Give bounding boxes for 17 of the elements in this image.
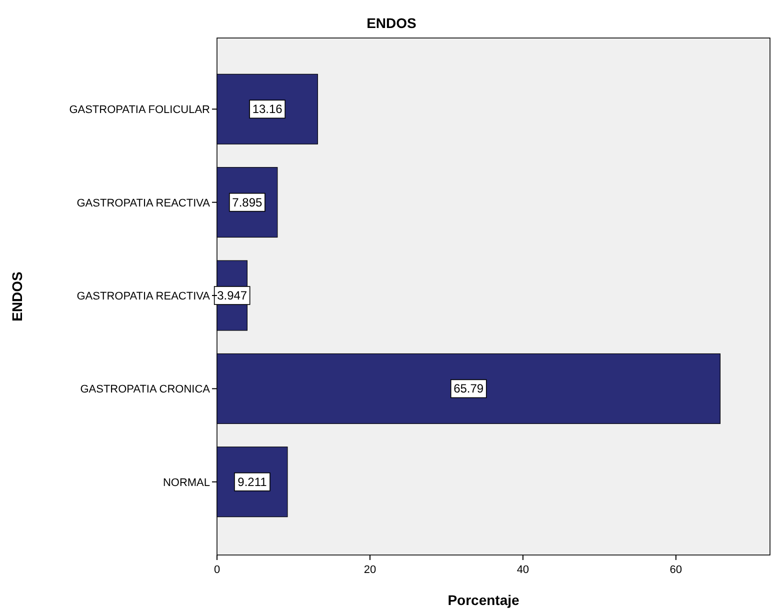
data-label: 13.16: [252, 102, 283, 116]
y-axis-title: ENDOS: [9, 272, 25, 322]
x-tick-label: 60: [670, 564, 682, 576]
data-label: 7.895: [232, 195, 263, 210]
y-tick-label: GASTROPATIA CRONICA: [80, 384, 211, 396]
data-label: 65.79: [454, 382, 484, 396]
chart-title: ENDOS: [366, 15, 416, 31]
x-tick-label: 20: [364, 564, 376, 576]
y-tick-label: GASTROPATIA REACTIVA: [76, 290, 211, 302]
data-label: 3.947: [217, 288, 248, 302]
data-label: 9.211: [238, 474, 268, 489]
x-tick-label: 40: [516, 564, 530, 576]
x-axis-title: Porcentaje: [448, 592, 520, 608]
y-tick-label: GASTROPATIA REACTIVA: [76, 197, 211, 210]
y-tick-label: NORMAL: [162, 476, 210, 489]
x-tick-label: 0: [214, 564, 220, 576]
y-tick-label: GASTROPATIA FOLICULAR: [69, 104, 210, 116]
